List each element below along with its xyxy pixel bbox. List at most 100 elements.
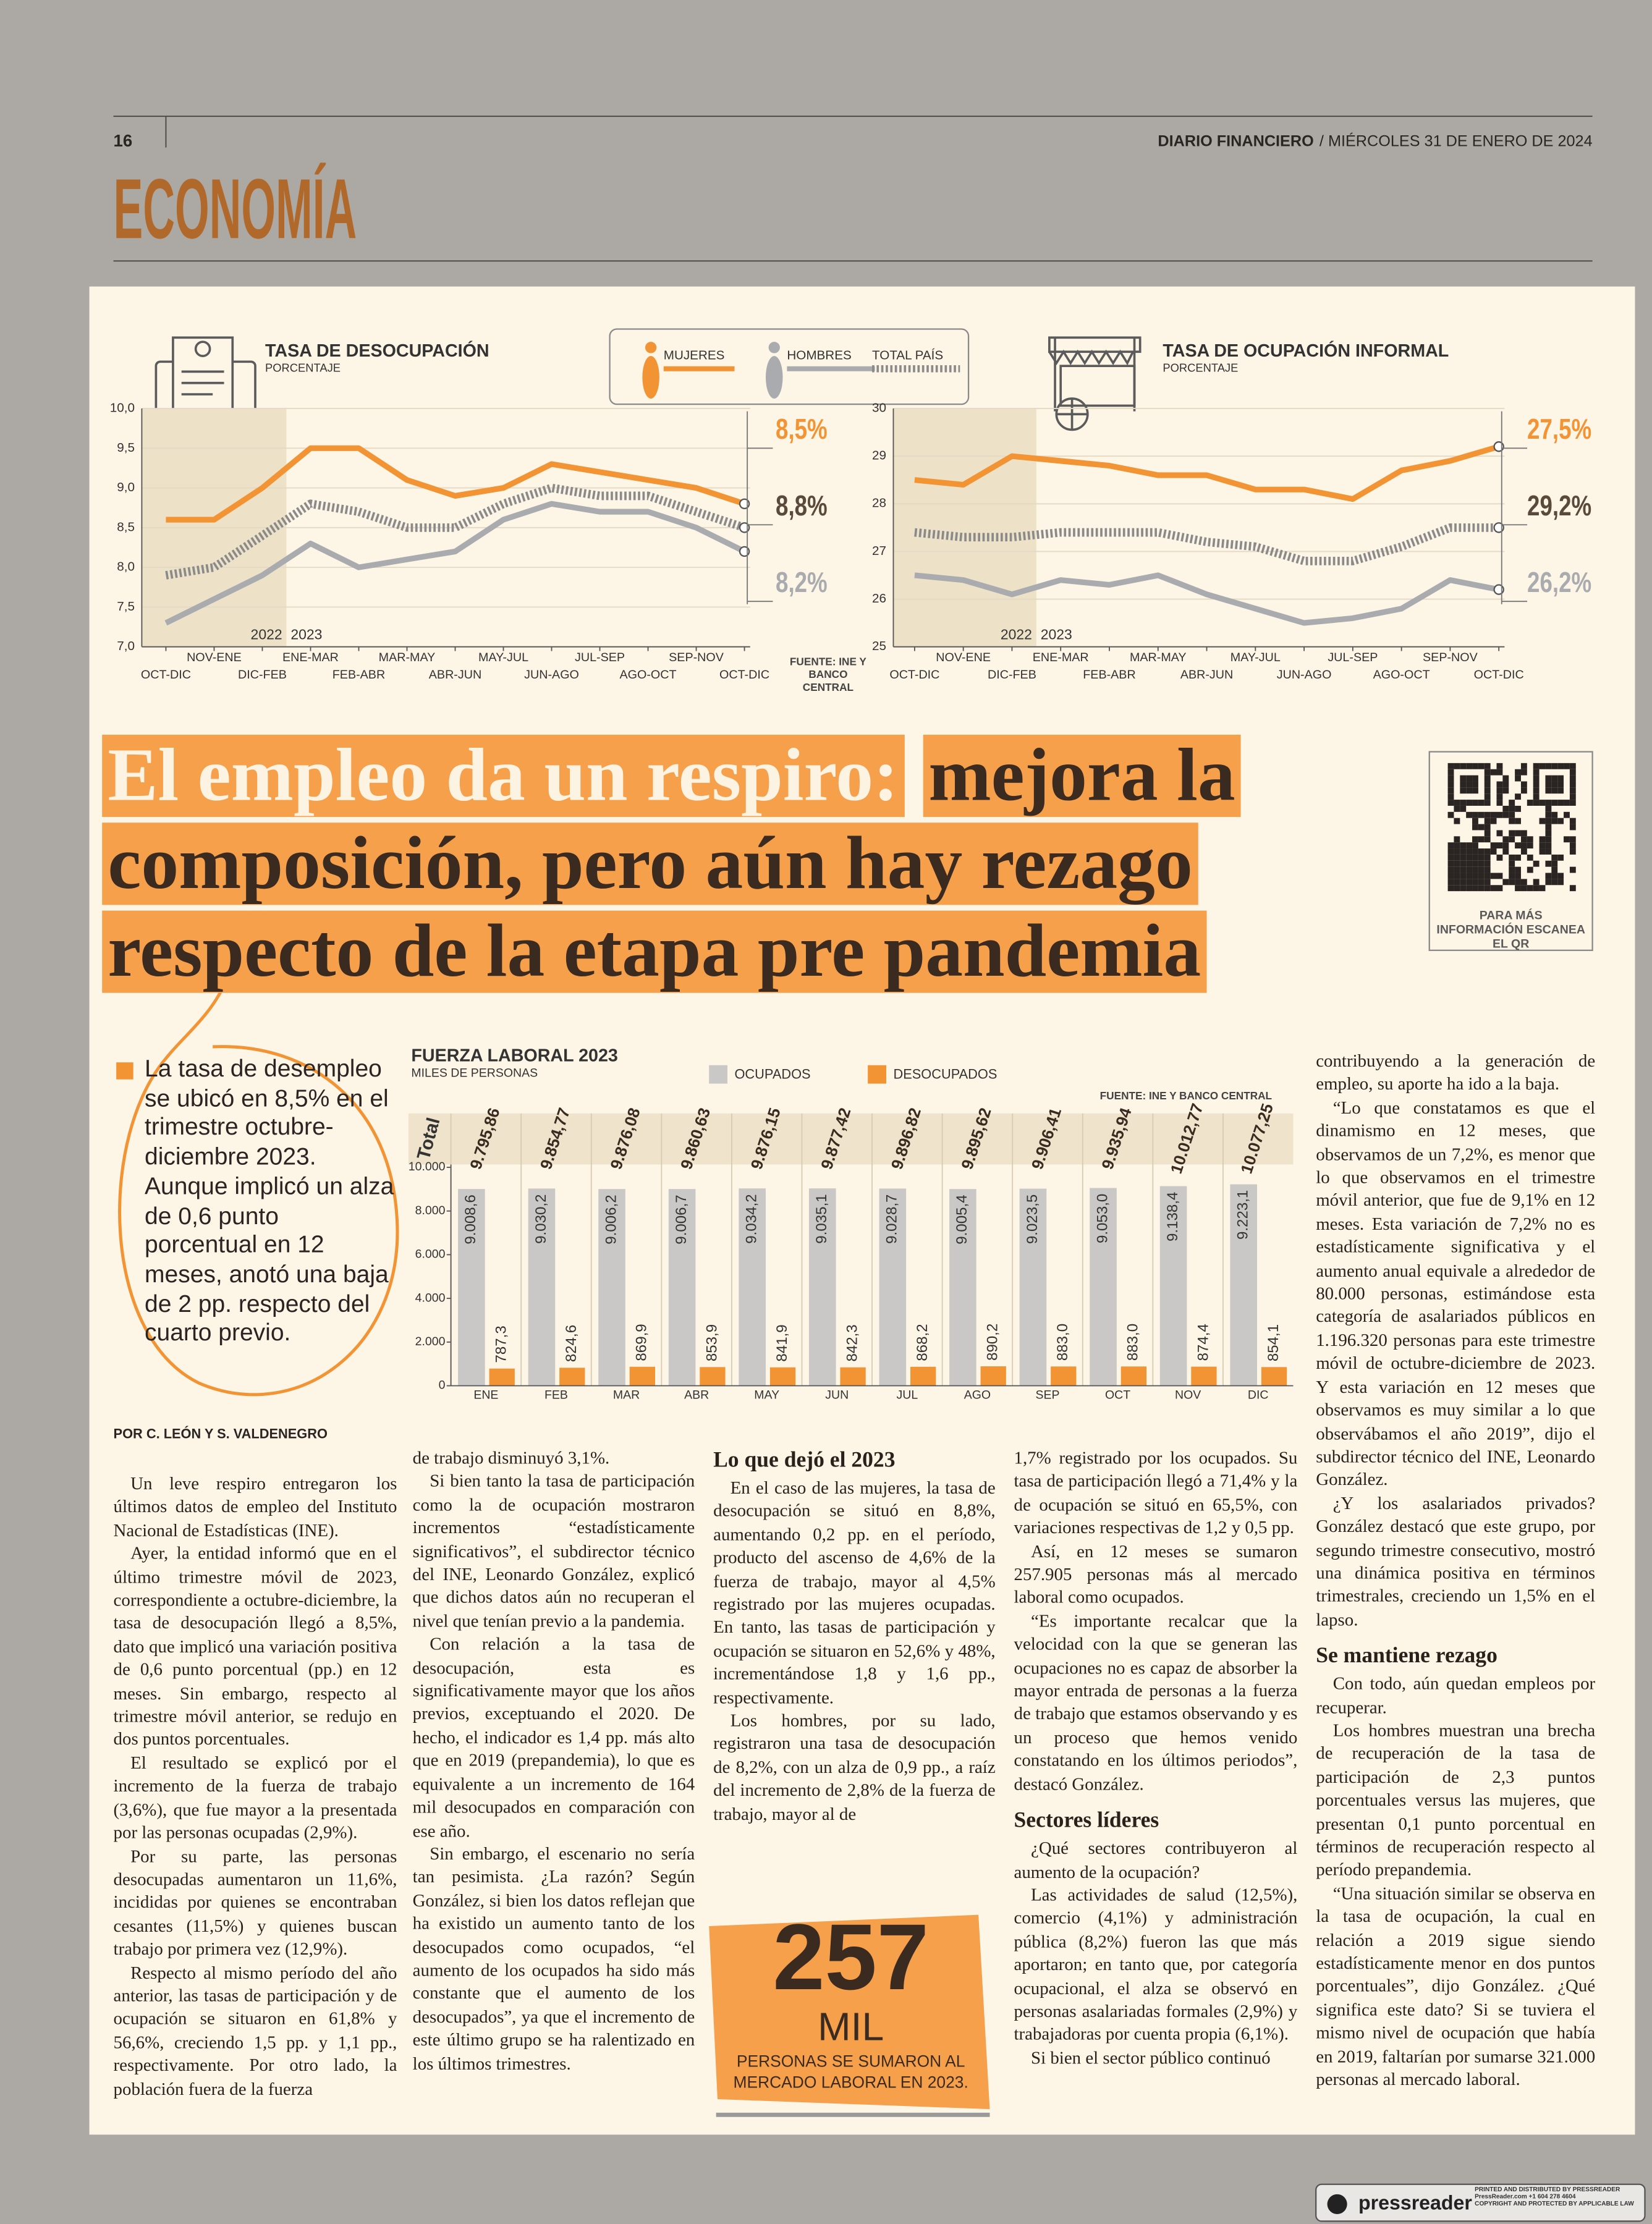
qr-cell <box>1484 860 1491 867</box>
qr-cell <box>1551 866 1558 873</box>
paragraph: 1,7% registrado por los ocupados. Su tas… <box>1014 1448 1298 1538</box>
qr-cell <box>1484 873 1491 879</box>
qr-cell <box>1545 800 1552 806</box>
qr-cell <box>1447 775 1454 782</box>
paragraph: de trabajo disminuyó 3,1%. <box>412 1448 610 1468</box>
y-tick-label: 28 <box>872 496 886 510</box>
qr-cell <box>1454 800 1460 806</box>
value-label: 9.030,2 <box>533 1194 549 1243</box>
x-tick-label: AGO-OCT <box>620 668 677 682</box>
qr-cell <box>1490 811 1497 818</box>
x-tick-label: DIC-FEB <box>988 668 1036 682</box>
footer-logo <box>1327 2194 1347 2214</box>
qr-cell <box>1509 836 1515 843</box>
qr-cell <box>1490 842 1497 849</box>
qr-cell <box>1545 824 1552 831</box>
qr-cell <box>1564 811 1570 818</box>
qr-cell <box>1466 854 1473 861</box>
qr-cell <box>1527 885 1533 892</box>
line-series <box>914 572 1500 626</box>
bar <box>1230 1184 1257 1386</box>
page-number: 16 <box>114 131 133 150</box>
panel <box>89 286 1635 2135</box>
qr-cell <box>1515 818 1521 824</box>
value-label: 868,2 <box>914 1324 931 1361</box>
qr-cell <box>1545 873 1552 879</box>
qr-cell <box>1484 787 1491 794</box>
qr-cell <box>1472 873 1478 879</box>
qr-cell <box>1502 836 1509 843</box>
qr-cell <box>1460 873 1467 879</box>
qr-cell <box>1509 866 1515 873</box>
bar <box>910 1366 936 1386</box>
qr-cell <box>1502 775 1509 782</box>
qr-cell <box>1466 800 1473 806</box>
qr-cell <box>1515 805 1521 812</box>
bullet <box>116 1062 133 1080</box>
qr-caption: PARA MÁS INFORMACIÓN ESCANEA EL QR <box>1436 907 1585 950</box>
qr-cell <box>1484 781 1491 788</box>
qr-cell <box>1545 781 1552 788</box>
qr-cell <box>1539 836 1546 843</box>
x-tick-label: ABR-JUN <box>429 668 481 682</box>
qr-cell <box>1557 781 1564 788</box>
qr-cell <box>1551 879 1558 886</box>
qr-cell <box>1484 885 1491 892</box>
qr-cell <box>1502 842 1509 849</box>
value-label: 883,0 <box>1125 1324 1142 1361</box>
totals-band <box>408 1113 1294 1165</box>
qr-cell <box>1460 866 1467 873</box>
qr-cell <box>1551 818 1558 824</box>
qr-cell <box>1502 781 1509 788</box>
qr-cell <box>1527 842 1533 849</box>
value-label: 9.023,5 <box>1024 1194 1041 1244</box>
x-tick-label: DIC <box>1248 1389 1269 1402</box>
value-label: 869,9 <box>633 1324 650 1361</box>
qr-cell <box>1496 811 1503 818</box>
y-tick-label: 30 <box>872 400 886 415</box>
qr-cell <box>1569 848 1576 855</box>
qr-cell <box>1502 879 1509 886</box>
qr-cell <box>1533 763 1540 769</box>
qr-cell <box>1496 885 1503 892</box>
qr-cell <box>1484 769 1491 776</box>
qr-cell <box>1509 860 1515 867</box>
bar <box>700 1367 726 1386</box>
qr-cell <box>1484 879 1491 886</box>
qr-cell <box>1472 842 1478 849</box>
paper-name: DIARIO FINANCIERO <box>1158 132 1313 150</box>
x-tick-label: ABR <box>684 1389 709 1402</box>
x-tick-label: JUN <box>825 1389 849 1402</box>
paragraph: “Es importante recalcar que la velocidad… <box>1014 1611 1298 1794</box>
qr-cell <box>1569 824 1576 831</box>
x-tick-label: NOV <box>1175 1389 1201 1402</box>
qr-cell <box>1502 848 1509 855</box>
bar <box>629 1366 656 1386</box>
qr-cell <box>1466 787 1473 794</box>
legend-swatch <box>709 1065 728 1084</box>
y-tick-label: 29 <box>872 449 886 463</box>
paragraph: ¿Y los asalariados privados? González de… <box>1316 1493 1596 1630</box>
cart-icon <box>1048 336 1142 431</box>
qr-cell <box>1472 824 1478 831</box>
qr-cell <box>1454 873 1460 879</box>
headline-lead: El empleo da un respiro: <box>102 734 904 818</box>
qr-cell <box>1520 836 1527 843</box>
qr-cell <box>1569 775 1576 782</box>
y-tick-label: 9,5 <box>117 441 135 455</box>
qr-cell <box>1454 879 1460 886</box>
legend-icon <box>765 356 783 399</box>
label-bracket <box>1501 411 1528 604</box>
qr-cell <box>1545 763 1552 769</box>
bar <box>1051 1366 1077 1386</box>
qr-cell <box>1569 793 1576 800</box>
qr-cell <box>1539 800 1546 806</box>
qr-cell <box>1509 854 1515 861</box>
qr-cell <box>1533 769 1540 776</box>
qr-cell <box>1539 885 1546 892</box>
value-label: 841,9 <box>774 1324 790 1361</box>
qr-cell <box>1569 818 1576 824</box>
x-tick-label: NOV-ENE <box>187 651 242 664</box>
qr-cell <box>1496 793 1503 800</box>
